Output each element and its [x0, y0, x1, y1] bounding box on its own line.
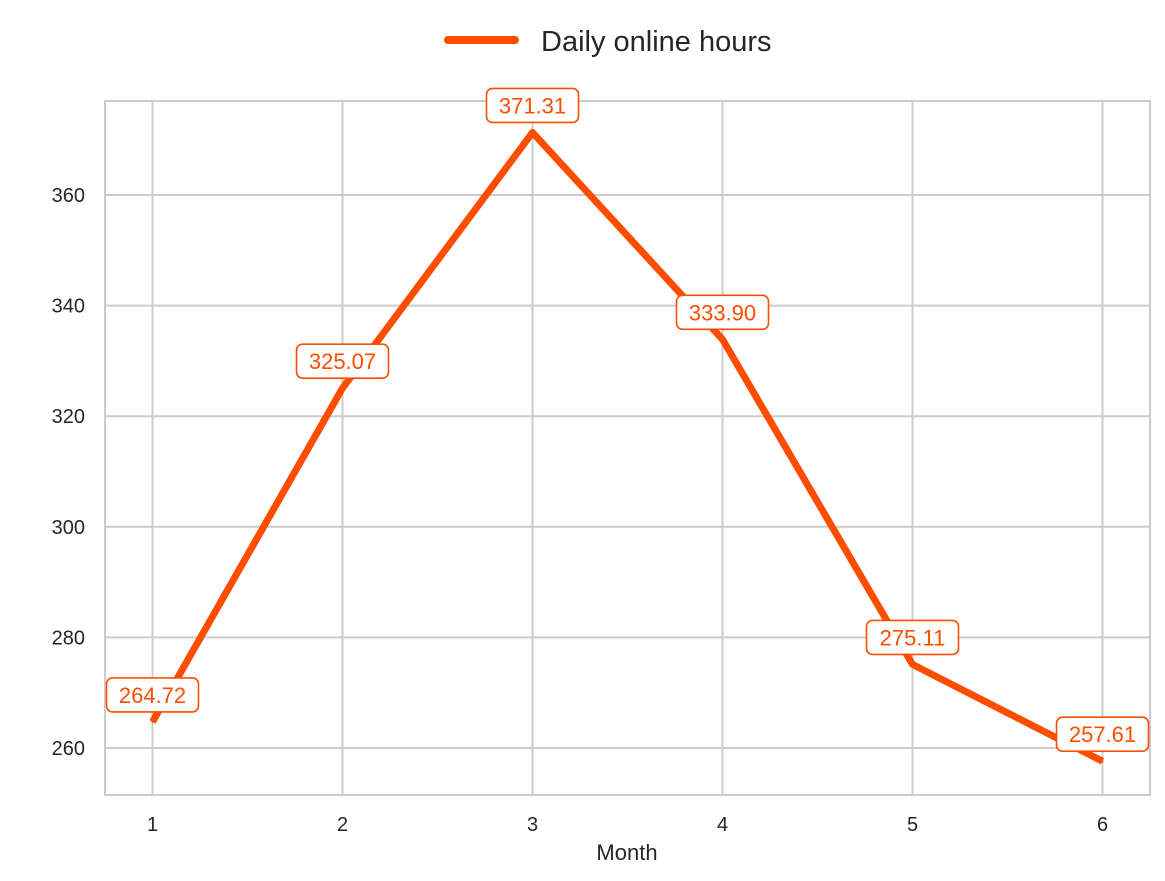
data-label-text: 325.07 — [309, 349, 376, 374]
data-point — [531, 131, 534, 134]
data-label-box — [1055, 716, 1150, 753]
x-tick-label: 6 — [1097, 814, 1108, 836]
x-axis-ticks: 1 2 3 4 5 6 — [147, 814, 1108, 836]
data-label-text: 275.11 — [880, 625, 946, 650]
data-point — [151, 720, 154, 723]
data-label-text: 371.31 — [499, 93, 566, 118]
data-label-box — [295, 343, 390, 379]
x-axis-title: Month — [596, 840, 657, 865]
data-point — [1101, 760, 1104, 763]
x-tick-label: 3 — [527, 814, 538, 836]
series-layer — [149, 128, 1105, 765]
data-label-text: 257.61 — [1069, 722, 1136, 747]
grid-lines — [105, 101, 1150, 795]
legend-label: Daily online hours — [541, 26, 772, 58]
data-label-box — [105, 677, 200, 713]
data-label: 371.31 — [485, 87, 580, 124]
data-label: 333.90 — [675, 294, 770, 331]
y-axis-ticks: 260 280 300 320 340 360 — [52, 185, 85, 760]
y-tick-label: 280 — [52, 627, 85, 649]
x-tick-label: 1 — [147, 814, 158, 836]
y-tick-label: 340 — [52, 296, 85, 318]
series-line — [149, 128, 1105, 765]
data-point — [341, 387, 344, 390]
data-label: 264.72 — [105, 677, 200, 713]
legend: Daily online hours — [444, 26, 772, 58]
x-tick-label: 2 — [337, 814, 348, 836]
data-labels: 264.72 325.07 371.31 333.90 275.11 257.61 — [105, 87, 1150, 753]
x-tick-label: 5 — [907, 814, 918, 836]
x-tick-label: 4 — [717, 814, 728, 836]
y-tick-label: 260 — [52, 738, 85, 760]
data-label: 257.61 — [1055, 716, 1150, 753]
data-point — [721, 338, 724, 341]
y-tick-label: 360 — [52, 185, 85, 207]
data-label-box — [865, 619, 960, 656]
data-label: 325.07 — [295, 343, 390, 379]
plot-frame — [104, 100, 1151, 796]
y-tick-label: 320 — [52, 406, 85, 428]
data-point — [911, 663, 914, 666]
data-label-text: 333.90 — [689, 300, 756, 325]
data-label: 275.11 — [865, 619, 960, 656]
data-label-text: 264.72 — [119, 683, 186, 708]
data-label-box — [675, 294, 770, 331]
y-tick-label: 300 — [52, 517, 85, 539]
data-label-box — [485, 87, 580, 124]
